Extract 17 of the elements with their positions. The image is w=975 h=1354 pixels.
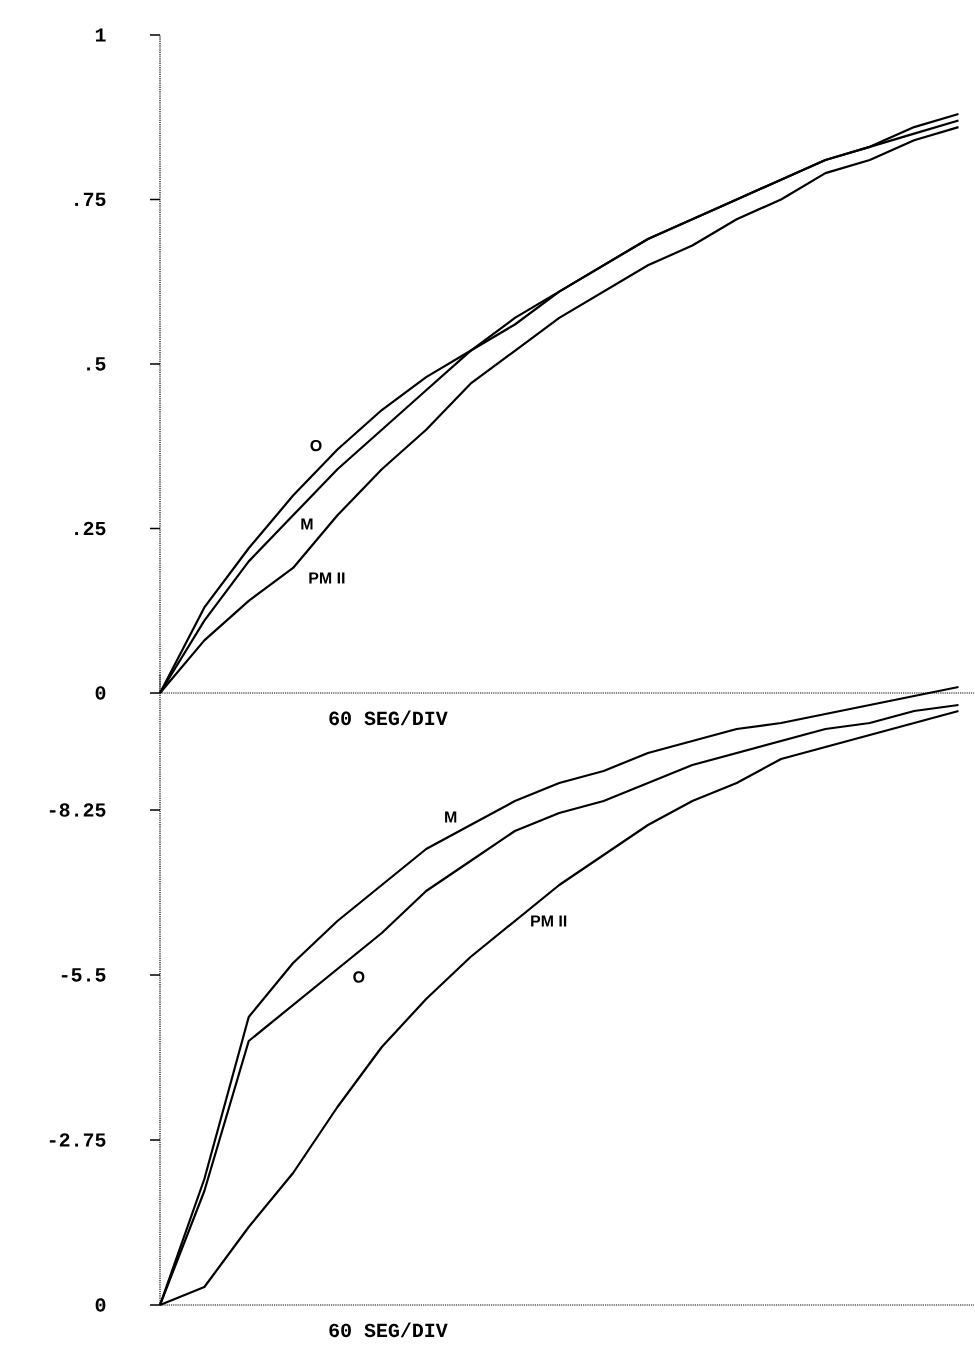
y-tick-label: 0 [95, 686, 106, 700]
x-axis-title: 60 SEG/DIV [329, 1322, 448, 1338]
y-tick-label: 0 [95, 1298, 106, 1312]
y-tick-label: -2.75 [50, 1133, 106, 1147]
series-label: M [445, 811, 457, 823]
y-tick-label: -8.25 [50, 803, 106, 817]
y-tick-label: -5.5 [62, 968, 106, 982]
x-axis-title: 60 SEG/DIV [329, 710, 448, 726]
series-label: O [353, 971, 365, 983]
y-tick-label: 1 [96, 28, 106, 42]
y-tick-label: .25 [75, 521, 106, 536]
series-label: PM II [309, 572, 345, 584]
y-tick-label: .5 [87, 357, 106, 371]
series-label: PM II [531, 915, 567, 927]
series-label: O [310, 439, 322, 452]
y-tick-label: .75 [75, 192, 106, 207]
series-label: M [301, 518, 313, 530]
